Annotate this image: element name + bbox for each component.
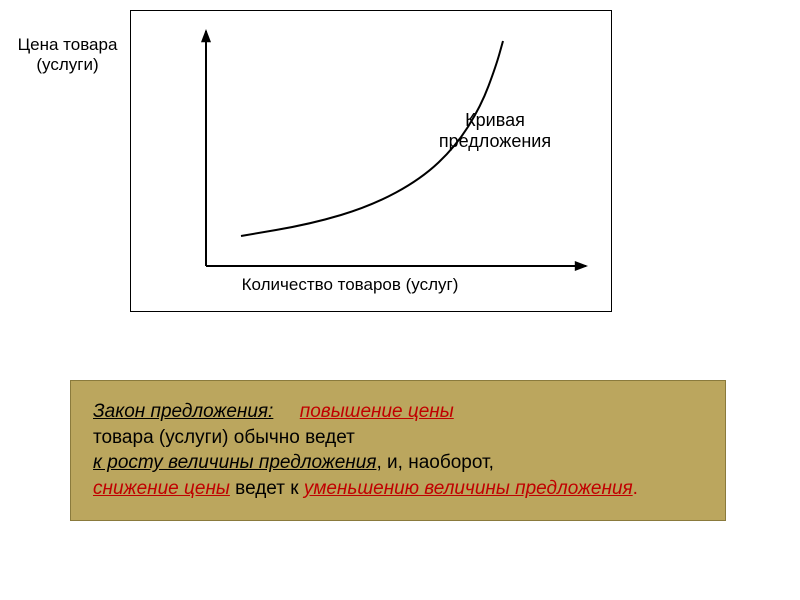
- phrase-supply-down: уменьшению величины предложения: [304, 478, 633, 499]
- chart-svg: [131, 11, 611, 311]
- y-axis-label-line1: Цена товара: [18, 35, 118, 54]
- x-axis-label: Количество товаров (услуг): [190, 275, 510, 295]
- phrase-dot: .: [633, 478, 638, 499]
- chart-container: [130, 10, 612, 312]
- curve-label-line2: предложения: [439, 131, 551, 151]
- x-axis-label-text: Количество товаров (услуг): [242, 275, 459, 294]
- phrase-price-down: снижение цены: [93, 478, 230, 499]
- curve-label: Кривая предложения: [420, 110, 570, 151]
- law-title: Закон предложения:: [93, 401, 273, 422]
- y-axis-label: Цена товара (услуги): [10, 35, 125, 74]
- phrase-goods: товара (услуги) обычно ведет: [93, 427, 355, 448]
- curve-label-line1: Кривая: [465, 110, 525, 130]
- phrase-price-up: повышение цены: [300, 401, 454, 422]
- law-textbox: Закон предложения: повышение цены товара…: [70, 380, 726, 521]
- phrase-leads-to: ведет к: [230, 478, 304, 499]
- phrase-and-conversely: , и, наоборот,: [376, 452, 493, 473]
- phrase-to-growth: к росту величины предложения: [93, 452, 376, 473]
- y-axis-label-line2: (услуги): [36, 55, 98, 74]
